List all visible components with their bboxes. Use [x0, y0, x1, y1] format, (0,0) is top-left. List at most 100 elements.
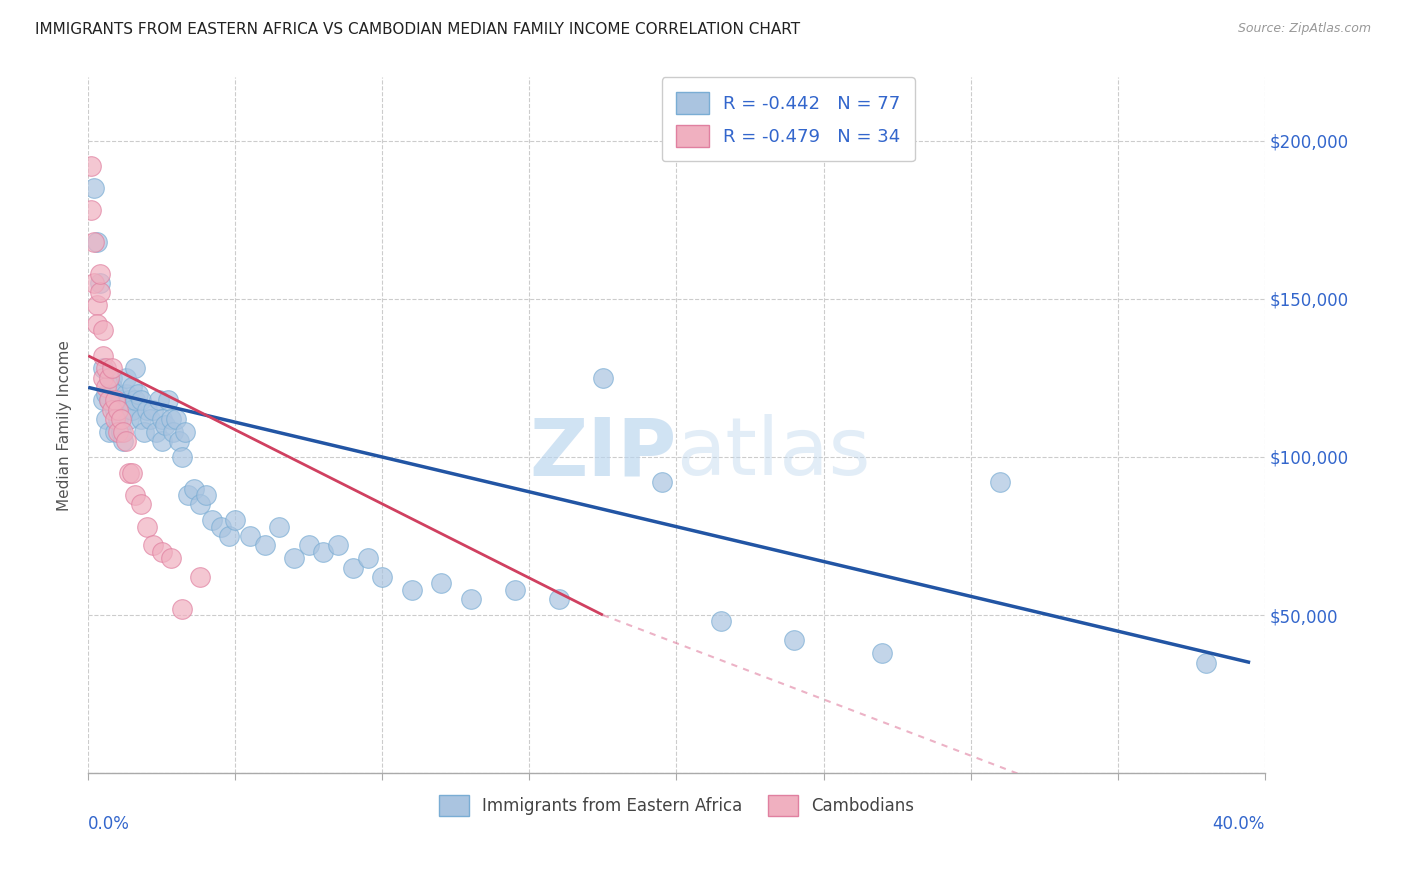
- Point: [91, 392, 114, 407]
- Point: [209, 519, 232, 533]
- Point: [104, 425, 127, 439]
- Text: atlas: atlas: [676, 414, 870, 492]
- Point: [156, 392, 179, 407]
- Point: [224, 513, 246, 527]
- Point: [371, 570, 394, 584]
- Point: [107, 412, 129, 426]
- Point: [124, 488, 146, 502]
- Point: [104, 412, 127, 426]
- Point: [100, 361, 122, 376]
- Point: [94, 361, 117, 376]
- Point: [159, 551, 181, 566]
- Point: [97, 392, 120, 407]
- Point: [94, 412, 117, 426]
- Point: [110, 392, 132, 407]
- Point: [115, 434, 138, 449]
- Point: [253, 539, 276, 553]
- Point: [94, 380, 117, 394]
- Point: [89, 285, 111, 300]
- Point: [91, 361, 114, 376]
- Point: [430, 576, 453, 591]
- Point: [132, 425, 155, 439]
- Point: [127, 386, 149, 401]
- Point: [107, 425, 129, 439]
- Point: [124, 392, 146, 407]
- Point: [100, 380, 122, 394]
- Point: [86, 235, 108, 249]
- Point: [174, 425, 197, 439]
- Point: [148, 392, 170, 407]
- Y-axis label: Median Family Income: Median Family Income: [58, 340, 72, 511]
- Text: 0.0%: 0.0%: [89, 815, 129, 833]
- Point: [115, 386, 138, 401]
- Point: [188, 497, 211, 511]
- Point: [110, 412, 132, 426]
- Point: [112, 434, 135, 449]
- Point: [159, 412, 181, 426]
- Point: [112, 425, 135, 439]
- Point: [83, 276, 105, 290]
- Text: Source: ZipAtlas.com: Source: ZipAtlas.com: [1237, 22, 1371, 36]
- Text: 40.0%: 40.0%: [1212, 815, 1265, 833]
- Point: [80, 203, 103, 218]
- Text: ZIP: ZIP: [529, 414, 676, 492]
- Point: [218, 529, 240, 543]
- Point: [104, 402, 127, 417]
- Point: [269, 519, 291, 533]
- Point: [86, 298, 108, 312]
- Point: [91, 349, 114, 363]
- Point: [89, 267, 111, 281]
- Point: [150, 545, 173, 559]
- Point: [118, 392, 141, 407]
- Point: [139, 412, 162, 426]
- Point: [112, 402, 135, 417]
- Point: [129, 392, 152, 407]
- Point: [118, 412, 141, 426]
- Point: [89, 276, 111, 290]
- Point: [312, 545, 335, 559]
- Point: [188, 570, 211, 584]
- Point: [91, 323, 114, 337]
- Point: [121, 466, 143, 480]
- Point: [988, 475, 1011, 490]
- Point: [342, 560, 364, 574]
- Point: [83, 235, 105, 249]
- Point: [783, 633, 806, 648]
- Point: [356, 551, 378, 566]
- Point: [94, 386, 117, 401]
- Point: [547, 592, 569, 607]
- Point: [460, 592, 482, 607]
- Point: [150, 434, 173, 449]
- Point: [91, 371, 114, 385]
- Text: IMMIGRANTS FROM EASTERN AFRICA VS CAMBODIAN MEDIAN FAMILY INCOME CORRELATION CHA: IMMIGRANTS FROM EASTERN AFRICA VS CAMBOD…: [35, 22, 800, 37]
- Point: [142, 539, 165, 553]
- Point: [194, 488, 217, 502]
- Point: [121, 402, 143, 417]
- Point: [121, 380, 143, 394]
- Point: [710, 615, 733, 629]
- Legend: Immigrants from Eastern Africa, Cambodians: Immigrants from Eastern Africa, Cambodia…: [430, 787, 922, 824]
- Point: [150, 412, 173, 426]
- Point: [145, 425, 167, 439]
- Point: [86, 317, 108, 331]
- Point: [162, 425, 184, 439]
- Point: [239, 529, 262, 543]
- Point: [1195, 656, 1218, 670]
- Point: [183, 482, 205, 496]
- Point: [110, 425, 132, 439]
- Point: [136, 519, 159, 533]
- Point: [298, 539, 321, 553]
- Point: [401, 582, 423, 597]
- Point: [651, 475, 673, 490]
- Point: [80, 159, 103, 173]
- Point: [172, 601, 194, 615]
- Point: [83, 181, 105, 195]
- Point: [872, 646, 894, 660]
- Point: [104, 392, 127, 407]
- Point: [172, 450, 194, 464]
- Point: [97, 425, 120, 439]
- Point: [129, 497, 152, 511]
- Point: [115, 371, 138, 385]
- Point: [283, 551, 305, 566]
- Point: [165, 412, 187, 426]
